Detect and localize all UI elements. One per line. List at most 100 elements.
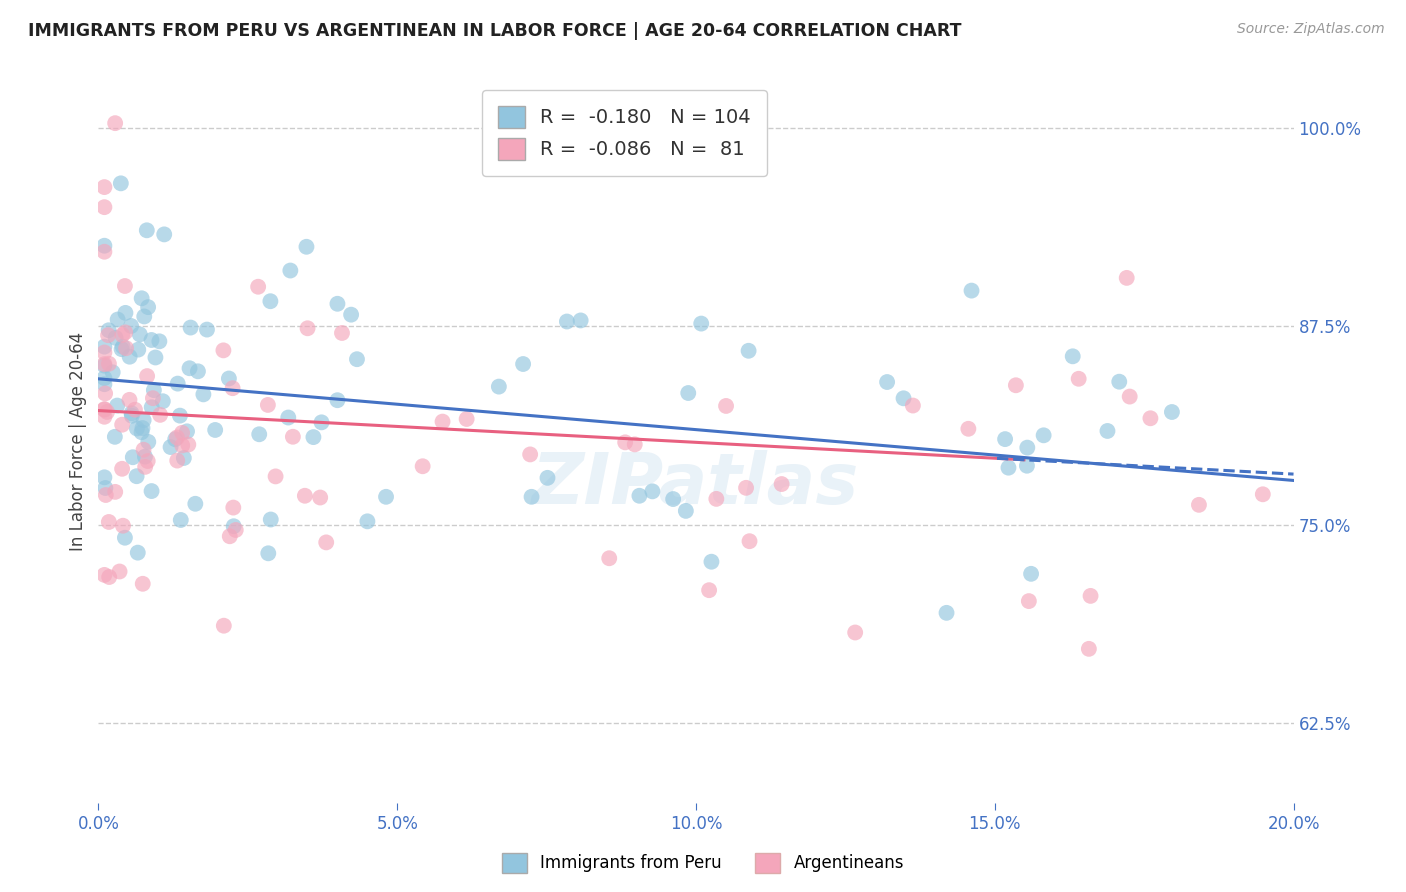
Point bbox=[142, 383, 165, 397]
Point bbox=[222, 519, 245, 533]
Point bbox=[1108, 375, 1130, 389]
Point bbox=[675, 504, 697, 518]
Point bbox=[260, 512, 283, 526]
Point bbox=[488, 379, 510, 393]
Point bbox=[93, 359, 115, 373]
Point bbox=[221, 381, 243, 395]
Point bbox=[662, 491, 685, 506]
Point bbox=[93, 402, 115, 417]
Point bbox=[1251, 487, 1274, 501]
Point bbox=[623, 437, 645, 451]
Point bbox=[212, 618, 235, 632]
Point bbox=[145, 351, 167, 365]
Point bbox=[120, 318, 142, 333]
Point bbox=[1115, 271, 1137, 285]
Point bbox=[1077, 641, 1099, 656]
Point bbox=[690, 317, 713, 331]
Point bbox=[94, 386, 117, 401]
Point bbox=[110, 177, 132, 191]
Point bbox=[311, 415, 333, 429]
Point bbox=[315, 535, 337, 549]
Point bbox=[614, 435, 637, 450]
Point bbox=[114, 326, 136, 340]
Point bbox=[135, 223, 157, 237]
Point bbox=[697, 583, 720, 598]
Point bbox=[1018, 594, 1040, 608]
Point bbox=[330, 326, 353, 340]
Point bbox=[93, 340, 115, 354]
Point bbox=[136, 300, 159, 314]
Point bbox=[735, 481, 758, 495]
Point bbox=[93, 568, 115, 582]
Point bbox=[111, 417, 134, 432]
Point bbox=[598, 551, 620, 566]
Y-axis label: In Labor Force | Age 20-64: In Labor Force | Age 20-64 bbox=[69, 332, 87, 551]
Point bbox=[187, 364, 209, 378]
Point bbox=[356, 514, 378, 528]
Point bbox=[125, 469, 148, 483]
Text: IMMIGRANTS FROM PERU VS ARGENTINEAN IN LABOR FORCE | AGE 20-64 CORRELATION CHART: IMMIGRANTS FROM PERU VS ARGENTINEAN IN L… bbox=[28, 22, 962, 40]
Point bbox=[340, 308, 363, 322]
Point bbox=[114, 531, 136, 545]
Point bbox=[901, 399, 924, 413]
Point bbox=[97, 323, 120, 337]
Point bbox=[173, 450, 195, 465]
Point bbox=[432, 415, 454, 429]
Point bbox=[97, 357, 120, 371]
Point bbox=[166, 453, 188, 467]
Point bbox=[166, 376, 188, 391]
Point bbox=[153, 227, 176, 242]
Point bbox=[128, 327, 150, 342]
Point bbox=[177, 437, 200, 451]
Point bbox=[93, 238, 115, 252]
Point bbox=[124, 402, 146, 417]
Point bbox=[111, 462, 134, 476]
Point bbox=[259, 294, 281, 309]
Point bbox=[555, 314, 578, 328]
Text: Source: ZipAtlas.com: Source: ZipAtlas.com bbox=[1237, 22, 1385, 37]
Text: ZIPatlas: ZIPatlas bbox=[533, 450, 859, 519]
Point bbox=[195, 322, 218, 336]
Point bbox=[136, 454, 159, 468]
Point bbox=[876, 375, 898, 389]
Point bbox=[107, 312, 129, 326]
Point bbox=[141, 401, 163, 415]
Point bbox=[127, 343, 149, 357]
Point bbox=[247, 279, 270, 293]
Point bbox=[737, 343, 759, 358]
Point bbox=[302, 430, 325, 444]
Point bbox=[134, 459, 156, 474]
Point bbox=[1019, 566, 1042, 581]
Point bbox=[110, 342, 132, 356]
Point bbox=[1032, 428, 1054, 442]
Point bbox=[326, 393, 349, 408]
Point bbox=[704, 491, 727, 506]
Point bbox=[512, 357, 534, 371]
Point bbox=[141, 484, 163, 499]
Point bbox=[134, 310, 156, 324]
Point bbox=[628, 489, 651, 503]
Point bbox=[104, 484, 127, 499]
Point bbox=[641, 484, 664, 499]
Point bbox=[569, 313, 592, 327]
Point bbox=[98, 570, 121, 584]
Point bbox=[94, 488, 117, 502]
Point bbox=[375, 490, 398, 504]
Point bbox=[141, 333, 163, 347]
Point bbox=[114, 306, 136, 320]
Point bbox=[179, 361, 201, 376]
Point bbox=[1080, 589, 1102, 603]
Point bbox=[136, 369, 159, 384]
Point bbox=[193, 387, 215, 401]
Point bbox=[700, 555, 723, 569]
Point bbox=[172, 438, 194, 452]
Point bbox=[1017, 441, 1039, 455]
Point bbox=[176, 425, 198, 439]
Point bbox=[125, 421, 148, 435]
Point bbox=[93, 345, 115, 359]
Point bbox=[121, 409, 143, 423]
Point bbox=[280, 263, 302, 277]
Point bbox=[456, 412, 478, 426]
Point bbox=[1062, 349, 1084, 363]
Point bbox=[1097, 424, 1119, 438]
